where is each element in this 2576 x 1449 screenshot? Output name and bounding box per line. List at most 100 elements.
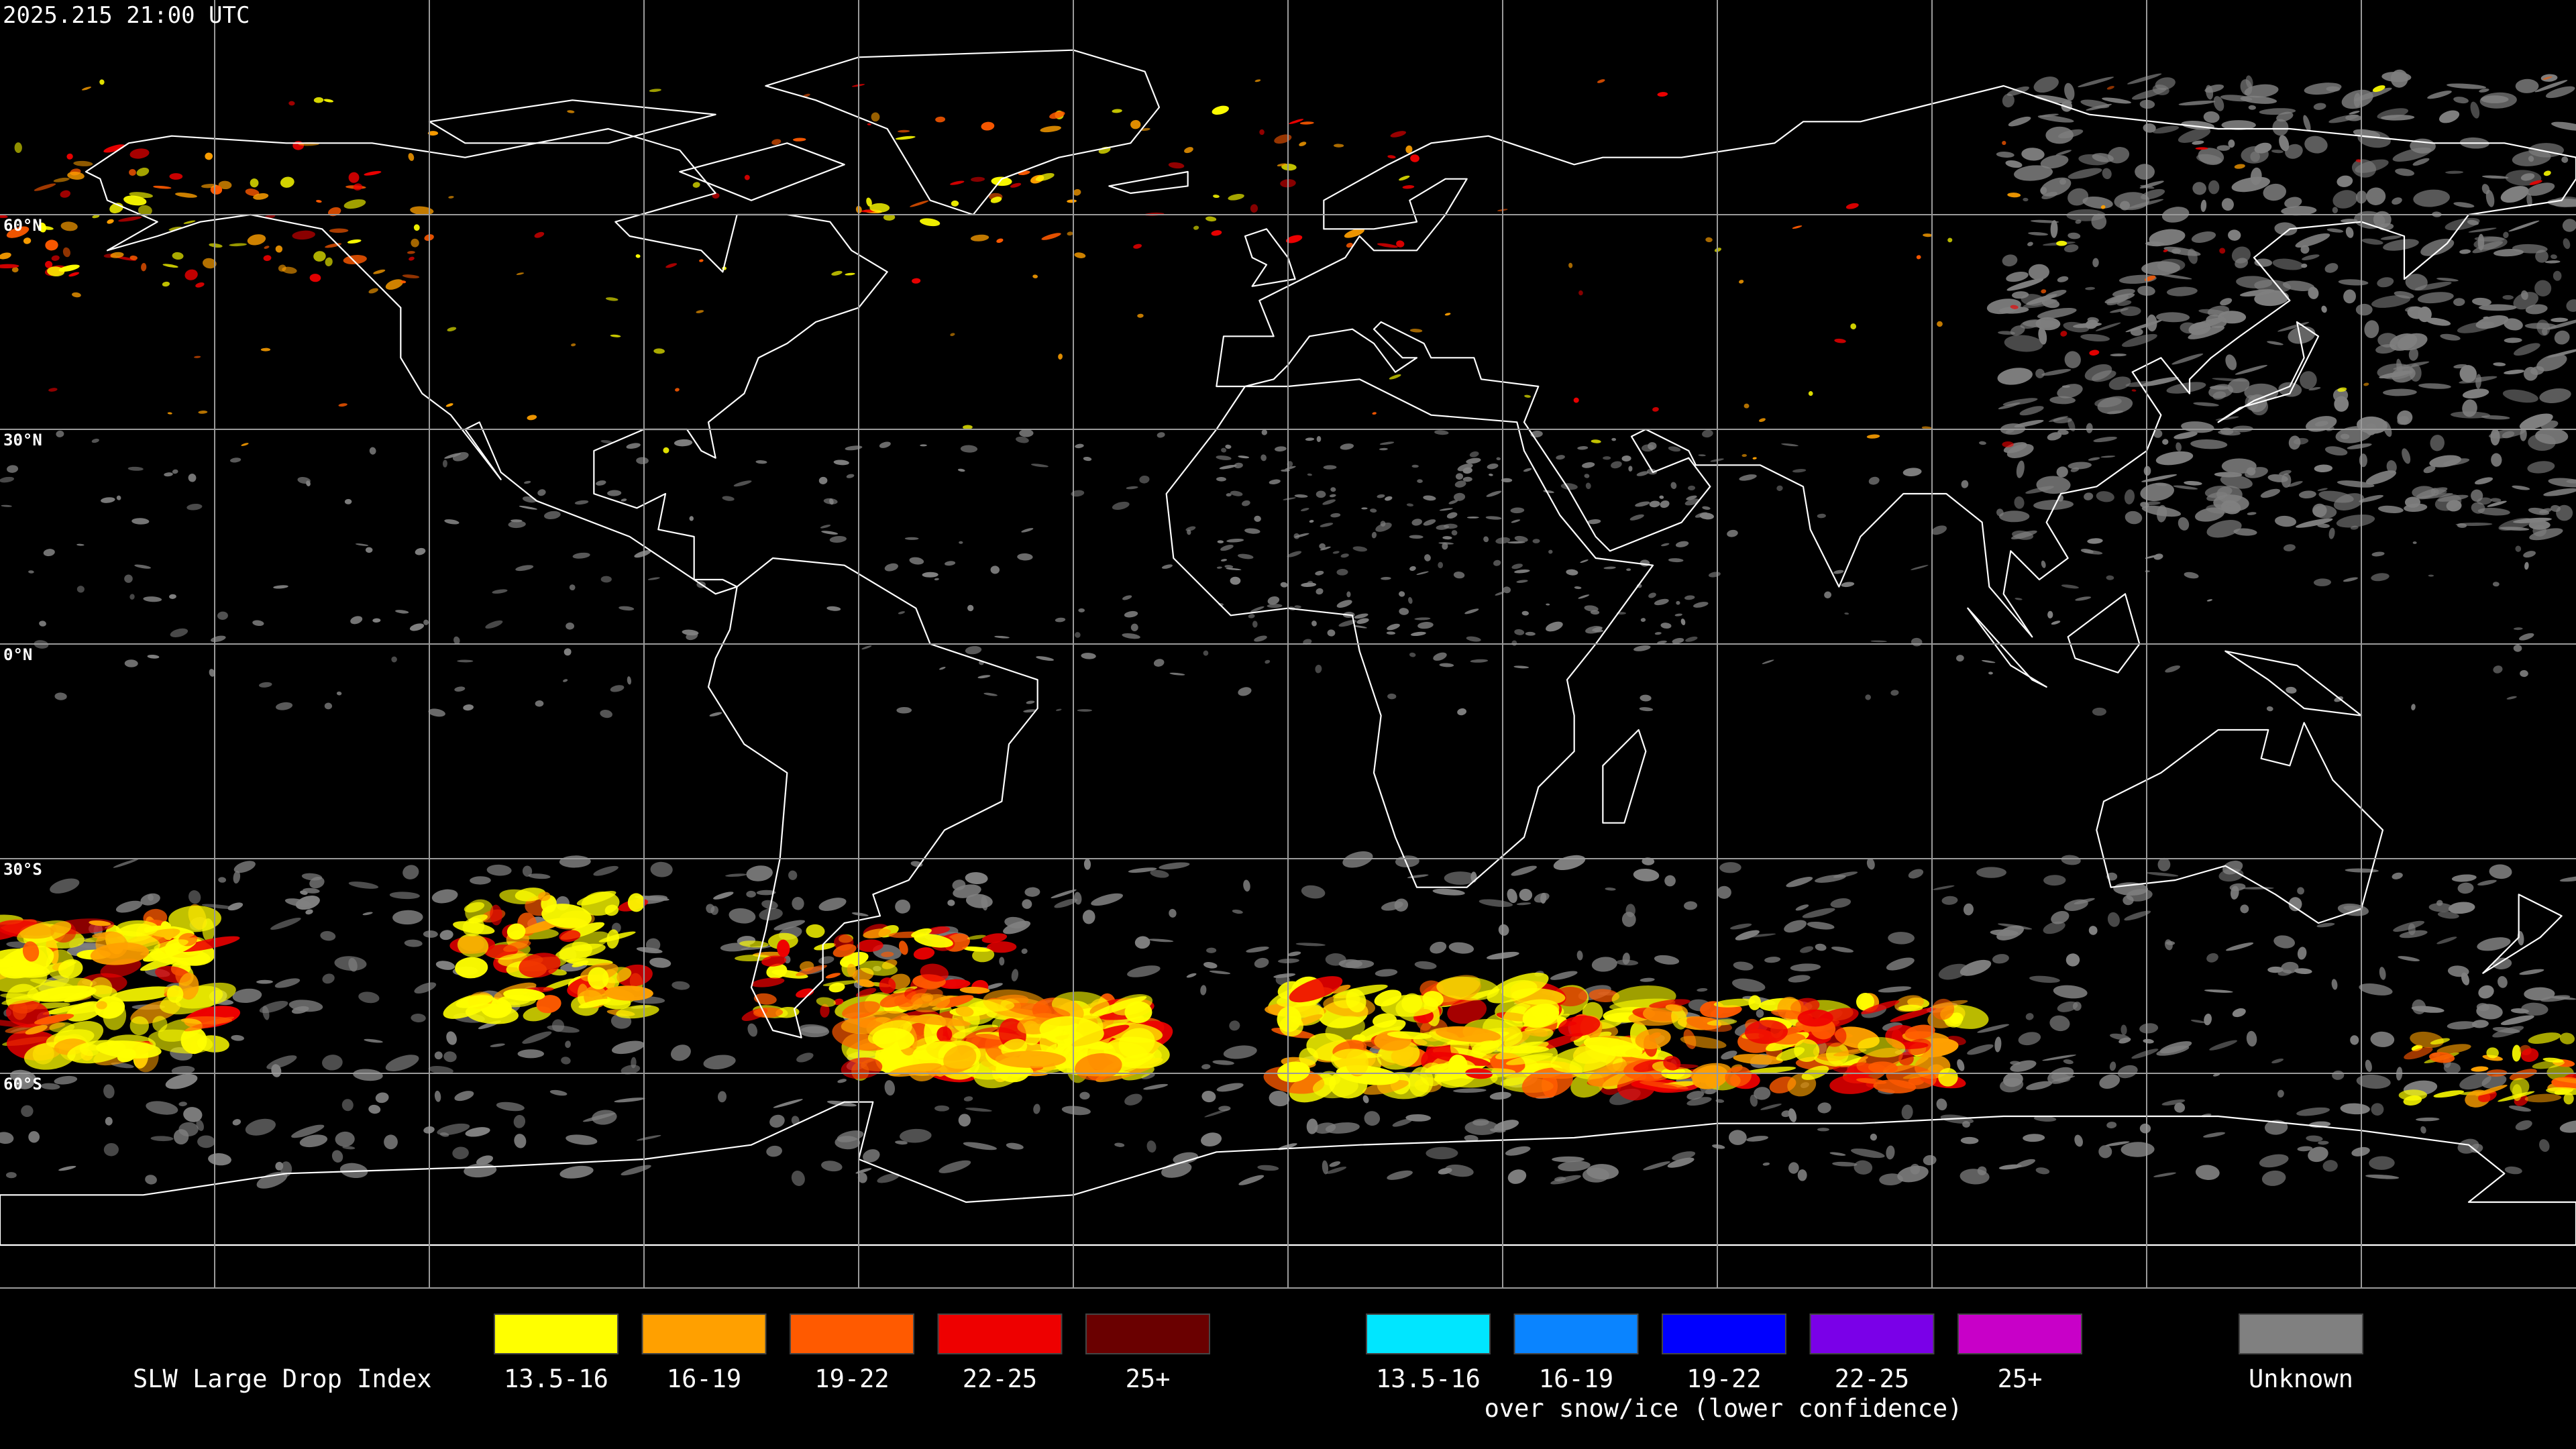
cloud-patch bbox=[1469, 451, 1479, 458]
cloud-patch bbox=[1221, 447, 1227, 453]
cloud-patch bbox=[566, 1134, 598, 1145]
cloud-patch bbox=[2068, 419, 2076, 432]
cloud-patch bbox=[1978, 441, 1986, 445]
cloud-patch bbox=[1389, 374, 1401, 380]
cloud-patch bbox=[22, 941, 40, 962]
cloud-patch bbox=[522, 865, 533, 877]
cloud-patch bbox=[857, 979, 875, 987]
cloud-patch bbox=[2303, 115, 2311, 132]
cloud-patch bbox=[820, 1004, 830, 1018]
cloud-patch bbox=[1732, 978, 1766, 992]
cloud-patch bbox=[1462, 476, 1472, 482]
cloud-patch bbox=[1017, 553, 1033, 561]
cloud-patch bbox=[519, 505, 538, 510]
cloud-patch bbox=[1649, 999, 1690, 1008]
cloud-patch bbox=[1511, 564, 1523, 570]
cloud-patch bbox=[2281, 961, 2299, 974]
cloud-patch bbox=[263, 255, 272, 262]
cloud-patch bbox=[2317, 523, 2330, 528]
cloud-patch bbox=[2007, 193, 2021, 198]
cloud-patch bbox=[1433, 652, 1447, 661]
cloud-patch bbox=[959, 541, 963, 544]
cloud-patch bbox=[62, 247, 70, 258]
cloud-patch bbox=[2010, 1060, 2037, 1072]
cloud-patch bbox=[587, 967, 609, 989]
cloud-patch bbox=[1344, 228, 1364, 238]
cloud-patch bbox=[2245, 75, 2253, 89]
cloud-patch bbox=[1698, 454, 1706, 457]
cloud-patch bbox=[448, 196, 454, 199]
cloud-patch bbox=[95, 931, 128, 959]
cloud-patch bbox=[1727, 529, 1738, 537]
cloud-patch bbox=[2524, 561, 2529, 570]
cloud-patch bbox=[871, 112, 880, 122]
cloud-patch bbox=[2043, 875, 2066, 886]
cloud-patch bbox=[2513, 517, 2552, 523]
cloud-patch bbox=[49, 1022, 75, 1033]
cloud-patch bbox=[991, 176, 1012, 186]
cloud-patch bbox=[1976, 867, 2007, 878]
cloud-patch bbox=[1444, 1165, 1474, 1177]
cloud-patch bbox=[72, 292, 81, 298]
cloud-patch bbox=[1576, 951, 1583, 961]
cloud-patch bbox=[2088, 457, 2100, 461]
cloud-patch bbox=[2263, 183, 2287, 201]
cloud-patch bbox=[1309, 520, 1314, 523]
cloud-patch bbox=[920, 218, 941, 227]
cloud-patch bbox=[1033, 1104, 1040, 1114]
cloud-patch bbox=[1686, 1097, 1712, 1106]
cloud-patch bbox=[2219, 248, 2226, 254]
cloud-patch bbox=[2035, 1167, 2050, 1175]
cloud-patch bbox=[1758, 418, 1766, 423]
cloud-patch bbox=[1466, 458, 1481, 464]
cloud-patch bbox=[2240, 95, 2277, 104]
cloud-patch bbox=[934, 1105, 950, 1112]
cloud-patch bbox=[2195, 1165, 2220, 1181]
cloud-patch bbox=[291, 1124, 325, 1138]
cloud-patch bbox=[2157, 258, 2186, 272]
cloud-patch bbox=[232, 988, 262, 1004]
cloud-patch bbox=[54, 1075, 78, 1085]
cloud-patch bbox=[1254, 515, 1261, 522]
cloud-patch bbox=[1586, 1164, 1619, 1180]
cloud-patch bbox=[2524, 366, 2538, 381]
cloud-patch bbox=[2326, 228, 2344, 233]
cloud-patch bbox=[2462, 399, 2477, 417]
cloud-patch bbox=[275, 1161, 284, 1171]
cloud-patch bbox=[2093, 436, 2117, 443]
cloud-patch bbox=[1616, 959, 1639, 966]
cloud-patch bbox=[2033, 1116, 2057, 1122]
cloud-patch bbox=[2404, 496, 2421, 508]
cloud-patch bbox=[1436, 525, 1450, 530]
cloud-patch bbox=[1375, 969, 1398, 977]
cloud-patch bbox=[1817, 513, 1826, 519]
cloud-patch bbox=[2061, 855, 2081, 865]
cloud-patch bbox=[245, 189, 260, 197]
cloud-patch bbox=[1996, 152, 2015, 158]
cloud-patch bbox=[846, 474, 855, 478]
cloud-patch bbox=[40, 225, 54, 230]
cloud-patch bbox=[1833, 871, 1858, 878]
cloud-patch bbox=[895, 899, 911, 914]
cloud-patch bbox=[1320, 546, 1331, 551]
cloud-patch bbox=[275, 245, 283, 253]
cloud-patch bbox=[1406, 503, 1414, 506]
cloud-patch bbox=[2365, 470, 2396, 485]
cloud-patch bbox=[183, 220, 196, 224]
cloud-patch bbox=[2033, 95, 2072, 104]
cloud-patch bbox=[1327, 629, 1336, 637]
cloud-patch bbox=[1525, 631, 1536, 636]
cloud-patch bbox=[1067, 231, 1073, 236]
cloud-patch bbox=[203, 258, 217, 269]
cloud-patch bbox=[446, 1031, 457, 1045]
cloud-patch bbox=[2102, 97, 2131, 104]
cloud-patch bbox=[2427, 91, 2452, 99]
cloud-patch bbox=[2163, 249, 2168, 252]
cloud-patch bbox=[1856, 1078, 1887, 1084]
cloud-patch bbox=[2261, 1170, 2286, 1186]
cloud-patch bbox=[2295, 233, 2330, 248]
cloud-patch bbox=[2050, 220, 2058, 238]
cloud-patch bbox=[2377, 363, 2414, 380]
cloud-patch bbox=[490, 1043, 505, 1047]
cloud-patch bbox=[2092, 707, 2106, 716]
